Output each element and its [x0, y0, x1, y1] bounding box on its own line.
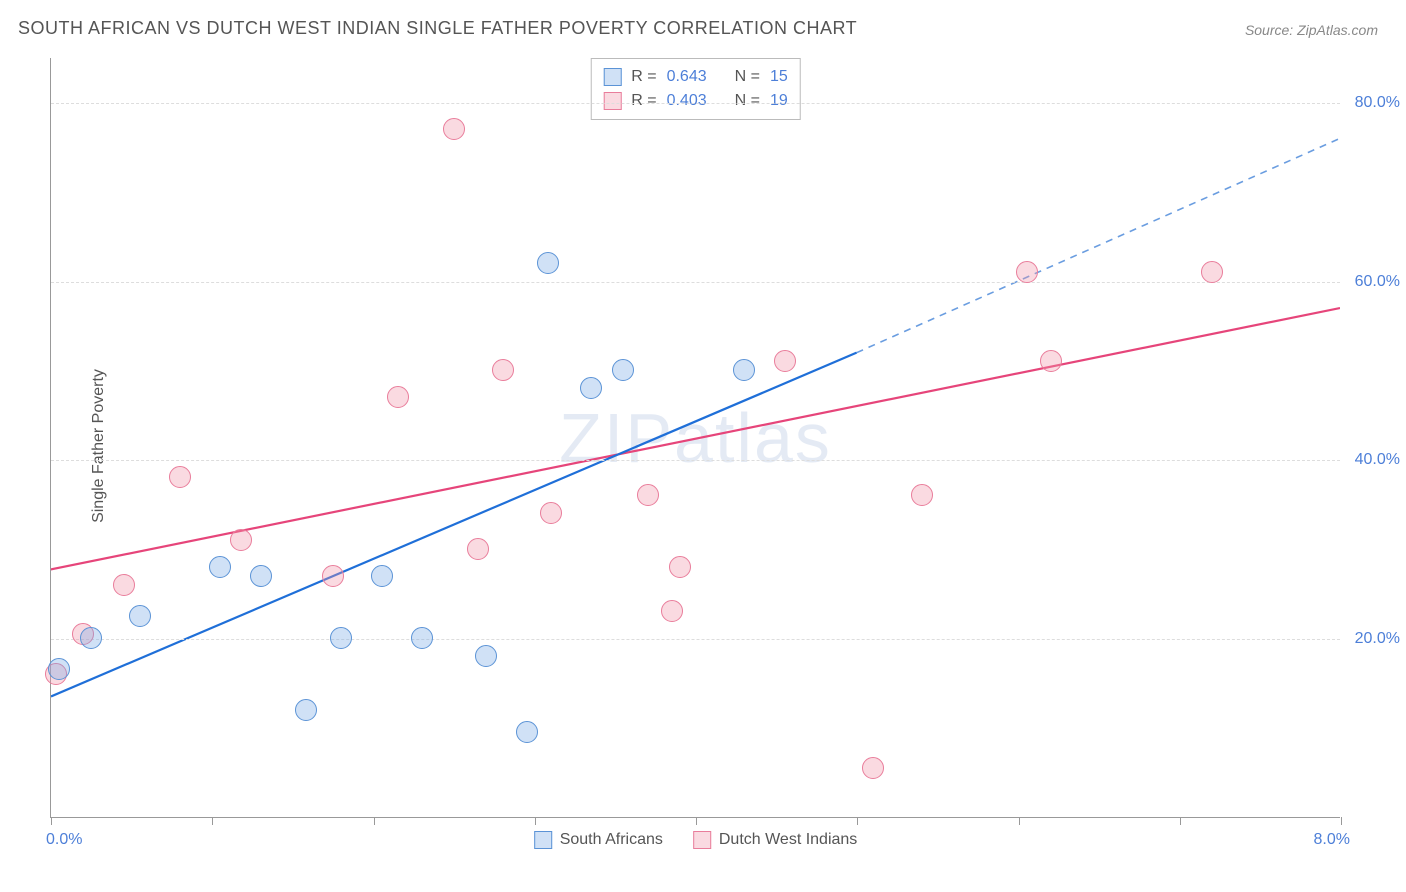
- legend-label-dwi: Dutch West Indians: [719, 831, 857, 849]
- stats-legend-box: R = 0.643 N = 15 R = 0.403 N = 19: [590, 58, 801, 120]
- trendlines-layer: [51, 58, 1340, 817]
- scatter-point-dwi: [862, 757, 884, 779]
- gridline-h: [51, 103, 1340, 104]
- scatter-point-sa: [580, 377, 602, 399]
- scatter-point-dwi: [540, 502, 562, 524]
- x-tick: [535, 817, 536, 825]
- scatter-point-dwi: [230, 529, 252, 551]
- scatter-point-sa: [295, 699, 317, 721]
- scatter-point-dwi: [1201, 261, 1223, 283]
- gridline-h: [51, 282, 1340, 283]
- trendline: [857, 138, 1340, 352]
- y-tick-label: 40.0%: [1355, 451, 1400, 469]
- x-tick-label: 8.0%: [1314, 831, 1350, 849]
- swatch-dwi-icon: [603, 92, 621, 110]
- bottom-legend: South Africans Dutch West Indians: [534, 831, 858, 849]
- x-tick: [857, 817, 858, 825]
- stat-sa-n: 15: [770, 65, 788, 89]
- scatter-point-dwi: [492, 359, 514, 381]
- legend-label-sa: South Africans: [560, 831, 663, 849]
- stat-label-r: R =: [631, 89, 656, 113]
- scatter-point-dwi: [443, 118, 465, 140]
- scatter-point-dwi: [113, 574, 135, 596]
- source-attribution: Source: ZipAtlas.com: [1245, 22, 1378, 38]
- x-tick: [1341, 817, 1342, 825]
- stat-label-n: N =: [735, 89, 760, 113]
- trendline: [51, 353, 857, 697]
- x-tick: [1019, 817, 1020, 825]
- swatch-sa-icon: [534, 831, 552, 849]
- scatter-point-dwi: [669, 556, 691, 578]
- scatter-point-sa: [129, 605, 151, 627]
- x-tick-label: 0.0%: [46, 831, 82, 849]
- scatter-point-dwi: [774, 350, 796, 372]
- scatter-point-dwi: [1016, 261, 1038, 283]
- scatter-point-sa: [516, 721, 538, 743]
- gridline-h: [51, 460, 1340, 461]
- x-tick: [1180, 817, 1181, 825]
- stats-row-sa: R = 0.643 N = 15: [603, 65, 788, 89]
- stat-dwi-n: 19: [770, 89, 788, 113]
- stats-row-dwi: R = 0.403 N = 19: [603, 89, 788, 113]
- stat-sa-r: 0.643: [667, 65, 707, 89]
- stat-label-n: N =: [735, 65, 760, 89]
- gridline-h: [51, 639, 1340, 640]
- y-tick-label: 60.0%: [1355, 273, 1400, 291]
- scatter-point-dwi: [661, 600, 683, 622]
- scatter-point-dwi: [467, 538, 489, 560]
- legend-item-sa: South Africans: [534, 831, 663, 849]
- scatter-point-sa: [330, 627, 352, 649]
- scatter-point-dwi: [322, 565, 344, 587]
- chart-plot-area: ZIPatlas R = 0.643 N = 15 R = 0.403 N = …: [50, 58, 1340, 818]
- scatter-point-dwi: [637, 484, 659, 506]
- stat-label-r: R =: [631, 65, 656, 89]
- x-tick: [696, 817, 697, 825]
- chart-title: SOUTH AFRICAN VS DUTCH WEST INDIAN SINGL…: [18, 18, 857, 39]
- scatter-point-dwi: [387, 386, 409, 408]
- legend-item-dwi: Dutch West Indians: [693, 831, 857, 849]
- scatter-point-sa: [733, 359, 755, 381]
- scatter-point-sa: [371, 565, 393, 587]
- x-tick: [212, 817, 213, 825]
- scatter-point-dwi: [169, 466, 191, 488]
- scatter-point-sa: [411, 627, 433, 649]
- scatter-point-sa: [612, 359, 634, 381]
- scatter-point-dwi: [1040, 350, 1062, 372]
- swatch-sa-icon: [603, 68, 621, 86]
- scatter-point-sa: [537, 252, 559, 274]
- watermark-text: ZIPatlas: [559, 398, 832, 478]
- scatter-point-sa: [250, 565, 272, 587]
- y-tick-label: 80.0%: [1355, 94, 1400, 112]
- scatter-point-sa: [48, 658, 70, 680]
- scatter-point-sa: [475, 645, 497, 667]
- scatter-point-dwi: [911, 484, 933, 506]
- scatter-point-sa: [80, 627, 102, 649]
- x-tick: [374, 817, 375, 825]
- y-tick-label: 20.0%: [1355, 630, 1400, 648]
- stat-dwi-r: 0.403: [667, 89, 707, 113]
- swatch-dwi-icon: [693, 831, 711, 849]
- scatter-point-sa: [209, 556, 231, 578]
- x-tick: [51, 817, 52, 825]
